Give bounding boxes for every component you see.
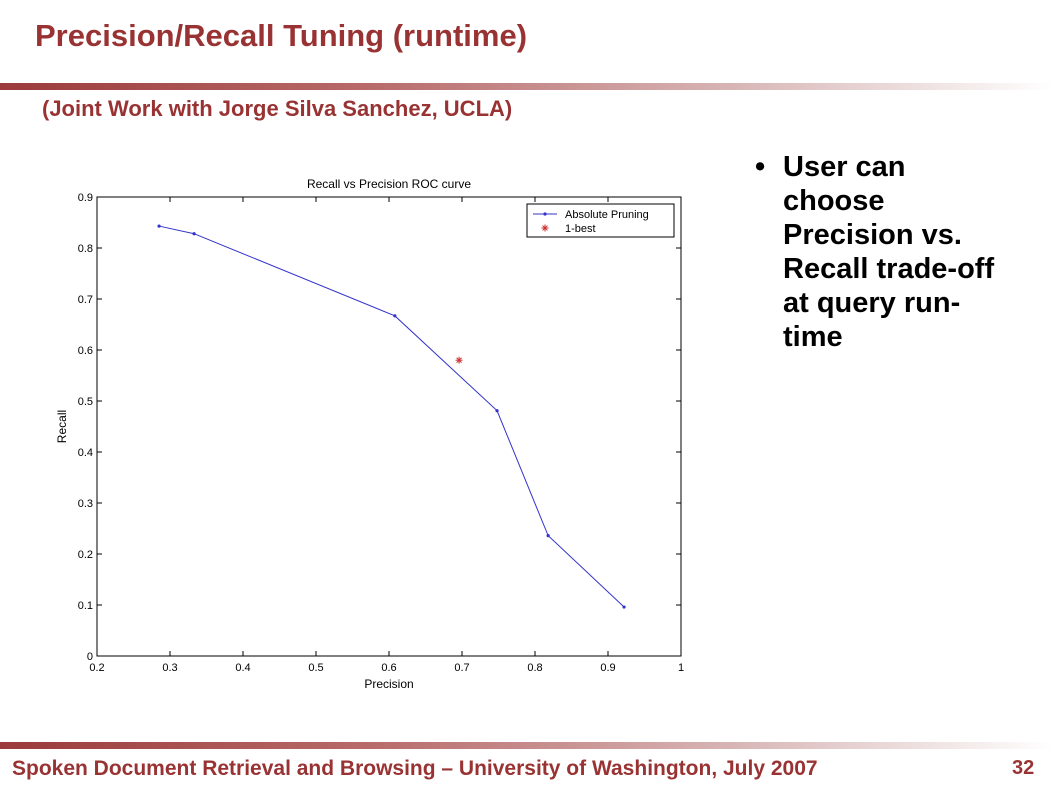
bullet-dot-icon: • [755, 151, 766, 183]
plot-frame [96, 196, 682, 657]
legend-box [526, 203, 675, 238]
y-tick-label: 0.6 [78, 345, 93, 357]
y-tick-label: 0.7 [78, 294, 93, 306]
series-line-absolute-pruning [158, 225, 625, 608]
x-tick-label: 1 [678, 662, 684, 674]
y-tick-label: 0.5 [78, 396, 93, 408]
y-tick-label: 0.9 [78, 192, 93, 204]
data-point-1-best [455, 356, 463, 364]
x-tick-label: 0.5 [308, 662, 323, 674]
chart-title: Recall vs Precision ROC curve [307, 177, 471, 191]
y-tick-label: 0.1 [78, 600, 93, 612]
y-tick-label: 0.3 [78, 498, 93, 510]
x-tick-label: 0.4 [235, 662, 250, 674]
legend-dot-swatch [543, 212, 547, 216]
x-tick-label: 0.6 [381, 662, 396, 674]
y-tick-label: 0 [87, 651, 93, 663]
bullet-item: • User can choose Precision vs. Recall t… [755, 150, 995, 354]
data-point [393, 314, 397, 318]
y-tick-label: 0.4 [78, 447, 93, 459]
x-axis-label: Precision [364, 677, 413, 691]
asterisk-stroke [542, 225, 548, 231]
legend-asterisk-swatch [541, 224, 549, 232]
title-divider [0, 83, 1054, 90]
data-point [192, 232, 196, 236]
y-axis-label: Recall [55, 410, 69, 443]
data-point [495, 409, 499, 413]
slide-title: Precision/Recall Tuning (runtime) [35, 18, 528, 53]
bullet-list: • User can choose Precision vs. Recall t… [755, 150, 995, 354]
x-tick-label: 0.2 [89, 662, 104, 674]
data-point [546, 534, 550, 538]
x-tick-label: 0.3 [162, 662, 177, 674]
footer-divider [0, 742, 1054, 749]
footer-text: Spoken Document Retrieval and Browsing –… [12, 757, 818, 780]
bullet-text: User can choose Precision vs. Recall tra… [783, 151, 995, 353]
page-number: 32 [1012, 757, 1035, 779]
y-tick-label: 0.8 [78, 243, 93, 255]
x-tick-label: 0.8 [527, 662, 542, 674]
y-tick-label: 0.2 [78, 549, 93, 561]
asterisk-stroke [456, 357, 462, 364]
data-point [157, 224, 161, 228]
slide-subtitle: (Joint Work with Jorge Silva Sanchez, UC… [42, 96, 513, 121]
legend-label: Absolute Pruning [565, 209, 649, 221]
x-tick-label: 0.9 [600, 662, 615, 674]
legend-label: 1-best [565, 223, 596, 235]
x-tick-label: 0.7 [454, 662, 469, 674]
data-point [622, 605, 626, 609]
